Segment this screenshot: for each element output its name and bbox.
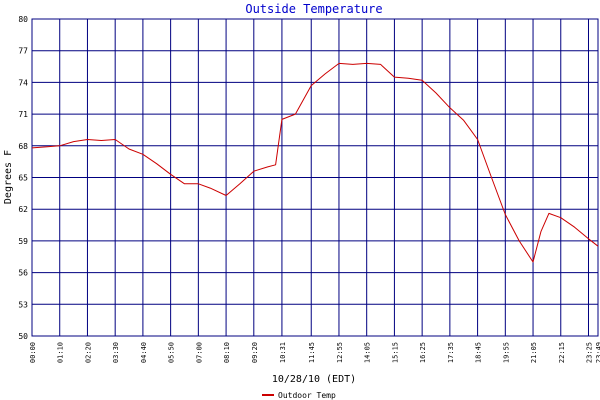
x-tick-label: 21:05 bbox=[530, 342, 538, 363]
x-tick-label: 03:30 bbox=[112, 342, 120, 363]
x-tick-label: 19:55 bbox=[502, 342, 510, 363]
y-tick-label: 59 bbox=[18, 237, 28, 246]
plot-border bbox=[31, 18, 599, 337]
x-tick-label: 02:20 bbox=[84, 342, 92, 363]
x-tick-label: 00:00 bbox=[29, 342, 37, 363]
x-tick-label: 15:15 bbox=[391, 342, 399, 363]
x-tick-label: 07:00 bbox=[195, 342, 203, 363]
grid-lines bbox=[31, 18, 599, 337]
y-tick-label: 71 bbox=[18, 110, 28, 119]
x-tick-label: 22:15 bbox=[558, 342, 566, 363]
y-tick-label: 68 bbox=[18, 142, 28, 151]
x-tick-labels: 00:00 01:10 02:20 03:30 04:40 05:50 07:00 08:10… bbox=[29, 342, 600, 363]
y-tick-label: 62 bbox=[18, 205, 28, 214]
y-tick-label: 50 bbox=[18, 332, 28, 341]
y-tick-label: 56 bbox=[18, 269, 28, 278]
x-tick-label: 11:45 bbox=[308, 342, 316, 363]
x-tick-label: 01:10 bbox=[57, 342, 65, 363]
x-tick-label: 12:55 bbox=[336, 342, 344, 363]
x-tick-label: 23:25 bbox=[585, 342, 593, 363]
x-axis-label: 10/28/10 (EDT) bbox=[272, 374, 356, 385]
legend: Outdoor Temp bbox=[262, 391, 336, 400]
y-axis-label: Degrees F bbox=[3, 150, 14, 204]
y-tick-label: 77 bbox=[18, 47, 28, 56]
chart-title: Outside Temperature bbox=[245, 2, 382, 16]
y-tick-label: 65 bbox=[18, 174, 28, 183]
x-tick-label: 10:31 bbox=[279, 342, 287, 363]
plot-area bbox=[31, 62, 599, 263]
y-tick-labels: 80 77 74 71 68 65 62 59 56 53 50 bbox=[18, 15, 28, 341]
y-tick-label: 53 bbox=[18, 300, 28, 309]
x-tick-label: 16:25 bbox=[419, 342, 427, 363]
x-tick-label: 18:45 bbox=[475, 342, 483, 363]
x-tick-label: 14:05 bbox=[364, 342, 372, 363]
legend-label: Outdoor Temp bbox=[278, 391, 336, 400]
x-tick-label: 09:20 bbox=[251, 342, 259, 363]
x-tick-label: 17:35 bbox=[447, 342, 455, 363]
x-tick-label: 05:50 bbox=[168, 342, 176, 363]
y-tick-label: 80 bbox=[18, 15, 28, 24]
y-tick-label: 74 bbox=[18, 78, 28, 87]
x-tick-label: 23:49 bbox=[595, 342, 600, 363]
x-tick-label: 04:40 bbox=[140, 342, 148, 363]
series-line-0 bbox=[31, 62, 599, 263]
x-tick-label: 08:10 bbox=[223, 342, 231, 363]
